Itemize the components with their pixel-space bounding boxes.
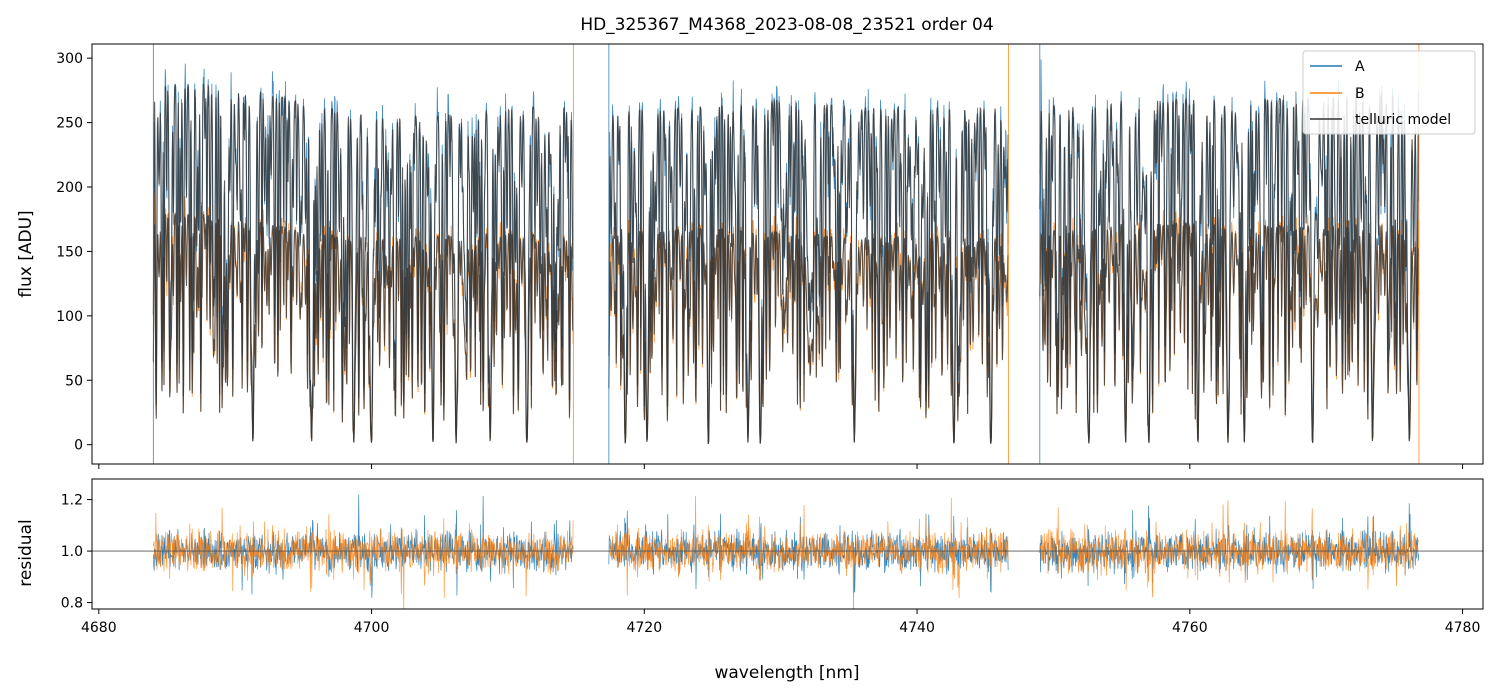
legend-label-a: A	[1355, 59, 1365, 75]
flux-y-tick-label: 150	[56, 244, 83, 260]
x-tick-label: 4760	[1172, 620, 1208, 636]
telluric-model-b-line	[152, 213, 1420, 445]
flux-plot-area	[152, 44, 1420, 464]
legend: A B telluric model	[1302, 50, 1476, 135]
flux-y-tick-label: 200	[56, 180, 83, 196]
legend-box	[1302, 50, 1476, 135]
residual-y-axis-label: residual	[16, 519, 36, 586]
flux-y-tick-label: 300	[56, 51, 83, 67]
residual-panel: 0.8 1.0 1.2 4680 4700 4720 4740 4760 4780 resid…	[16, 478, 1484, 683]
flux-y-tick-label: 250	[56, 116, 83, 132]
legend-label-b: B	[1355, 86, 1365, 102]
residual-y-tick-label: 1.2	[61, 493, 83, 509]
x-tick-label: 4780	[1445, 620, 1481, 636]
flux-panel: 0 50 100 150 200 250 300 flux [ADU] A B tellur…	[16, 43, 1484, 469]
residual-axes-frame	[91, 478, 1484, 610]
legend-label-telluric: telluric model	[1355, 112, 1451, 128]
residual-b-line	[153, 495, 1419, 609]
x-tick-label: 4700	[354, 620, 390, 636]
flux-y-axis: 0 50 100 150 200 250 300	[56, 51, 92, 454]
flux-axes-frame	[91, 43, 1484, 465]
flux-y-tick-label: 100	[56, 309, 83, 325]
x-axis-label: wavelength [nm]	[714, 663, 859, 683]
flux-y-tick-label: 0	[74, 438, 83, 454]
x-tick-label: 4740	[899, 620, 935, 636]
flux-y-axis-label: flux [ADU]	[16, 210, 36, 297]
residual-plot-area	[92, 494, 1483, 609]
x-tick-label: 4680	[81, 620, 117, 636]
flux-x-ticks	[98, 464, 1464, 469]
residual-y-tick-label: 1.0	[61, 544, 83, 560]
residual-y-axis: 0.8 1.0 1.2	[61, 493, 92, 612]
residual-x-axis: 4680 4700 4720 4740 4760 4780	[81, 609, 1480, 636]
flux-y-tick-label: 50	[65, 373, 83, 389]
x-tick-label: 4720	[626, 620, 662, 636]
chart-title: HD_325367_M4368_2023-08-08_23521 order 0…	[580, 15, 993, 35]
residual-y-tick-label: 0.8	[61, 596, 83, 612]
